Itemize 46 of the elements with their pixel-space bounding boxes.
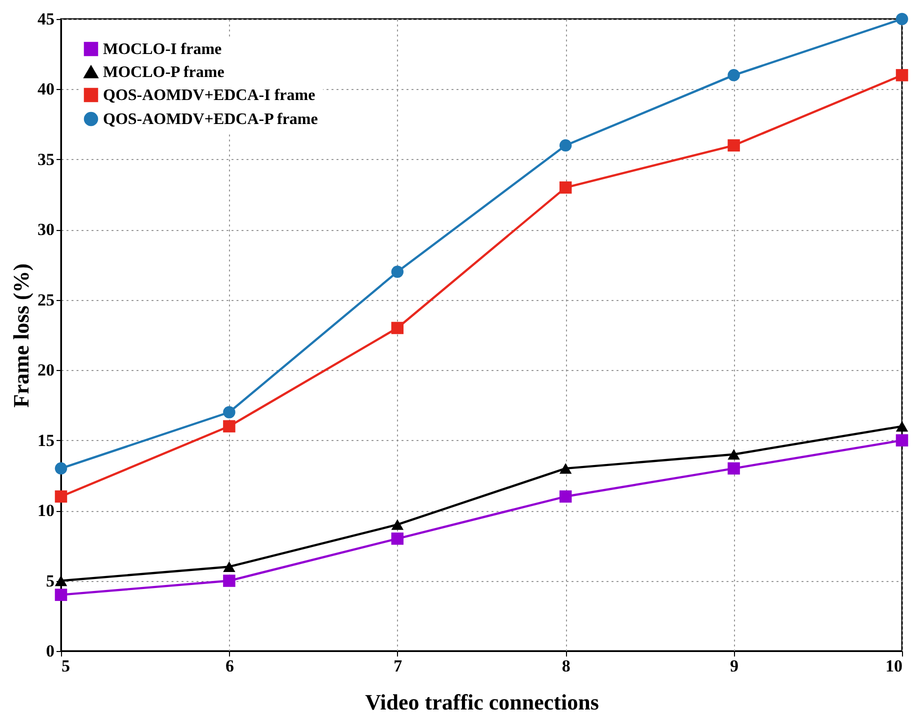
y-tick-label: 40 <box>38 80 54 99</box>
point <box>54 462 68 475</box>
point <box>223 420 236 432</box>
point <box>54 575 68 586</box>
point <box>391 519 404 530</box>
point <box>728 449 740 460</box>
y-tick-label: 35 <box>38 150 54 169</box>
y-axis-title: Frame loss (%) <box>8 263 34 408</box>
y-tick-label: 15 <box>38 430 54 450</box>
y-tick-label: 10 <box>38 501 54 520</box>
y-tick-label: 30 <box>38 220 54 240</box>
x-tick-label: 9 <box>730 656 739 676</box>
y-tick-label: 20 <box>38 360 54 380</box>
x-tick-label: 8 <box>562 656 570 676</box>
point <box>391 266 404 278</box>
y-tick-label: 0 <box>46 642 54 660</box>
legend-label: QOS-AOMDV+EDCA-I frame <box>103 87 316 104</box>
point <box>728 139 740 152</box>
x-tick-label: 5 <box>62 656 70 676</box>
point <box>559 139 572 152</box>
point <box>728 69 740 82</box>
x-axis-title: Video traffic connections <box>365 690 600 714</box>
point <box>223 574 236 587</box>
legend-label: QOS-AOMDV+EDCA-P frame <box>103 111 318 128</box>
x-tick-label: 6 <box>225 656 234 676</box>
point <box>223 561 236 572</box>
x-tick-label: 7 <box>394 656 403 676</box>
point <box>559 490 572 503</box>
point <box>54 490 68 503</box>
point <box>223 406 236 418</box>
y-tick-label: 45 <box>38 10 54 28</box>
point <box>896 69 908 82</box>
legend-label: MOCLO-I frame <box>103 41 222 58</box>
point <box>391 322 404 334</box>
point <box>896 12 908 26</box>
point <box>728 462 740 475</box>
legend-label: MOCLO-P frame <box>103 64 224 81</box>
point <box>896 434 908 446</box>
y-tick-label: 5 <box>46 571 54 590</box>
point <box>559 463 572 474</box>
point <box>54 588 68 601</box>
point <box>559 181 572 194</box>
point <box>391 532 404 545</box>
y-tick-label: 25 <box>38 290 54 310</box>
point <box>896 420 908 432</box>
x-tick-label: 10 <box>886 656 902 676</box>
